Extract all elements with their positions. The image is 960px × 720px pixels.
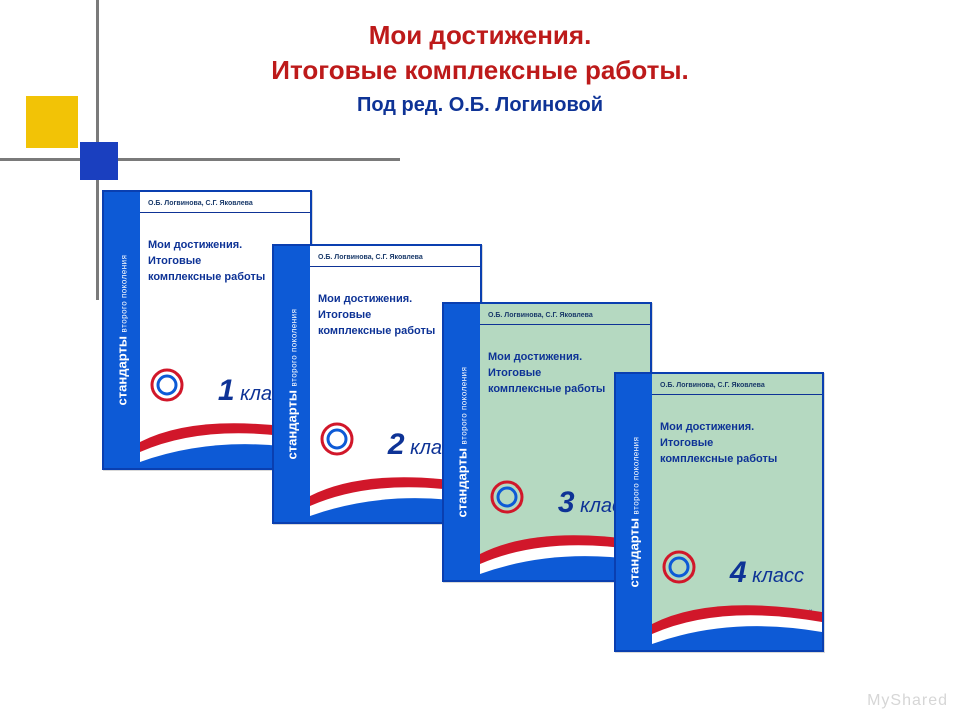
grade-label: 4 класс <box>730 556 804 590</box>
book-title: Мои достижения.Итоговыекомплексные работ… <box>148 238 265 286</box>
book-divider <box>480 324 650 325</box>
book-front: О.Б. Логвинова, С.Г. Яковлева Мои достиж… <box>652 374 822 650</box>
series-logo-icon <box>146 364 188 406</box>
book-divider <box>140 212 310 213</box>
series-logo-icon <box>658 546 700 588</box>
books-container: стандарты второго поколения О.Б. Логвино… <box>0 0 960 720</box>
spine-text: стандарты второго поколения <box>285 309 300 460</box>
book-title: Мои достижения.Итоговыекомплексные работ… <box>660 420 777 468</box>
watermark: MyShared <box>867 692 948 710</box>
book-divider <box>652 394 822 395</box>
book-authors: О.Б. Логвинова, С.Г. Яковлева <box>318 254 423 261</box>
book-authors: О.Б. Логвинова, С.Г. Яковлева <box>488 312 593 319</box>
swoosh-graphic <box>652 594 822 650</box>
book-spine: стандарты второго поколения <box>444 304 480 580</box>
book-authors: О.Б. Логвинова, С.Г. Яковлева <box>148 200 253 207</box>
book-spine: стандарты второго поколения <box>616 374 652 650</box>
book-title: Мои достижения.Итоговыекомплексные работ… <box>318 292 435 340</box>
spine-text: стандарты второго поколения <box>455 367 470 518</box>
book-title: Мои достижения.Итоговыекомплексные работ… <box>488 350 605 398</box>
book-spine: стандарты второго поколения <box>274 246 310 522</box>
book-authors: О.Б. Логвинова, С.Г. Яковлева <box>660 382 765 389</box>
book-spine: стандарты второго поколения <box>104 192 140 468</box>
book-cover-grade-4: стандарты второго поколения О.Б. Логвино… <box>614 372 824 652</box>
spine-text: стандарты второго поколения <box>627 437 642 588</box>
book-divider <box>310 266 480 267</box>
series-logo-icon <box>316 418 358 460</box>
spine-text: стандарты второго поколения <box>115 255 130 406</box>
series-logo-icon <box>486 476 528 518</box>
